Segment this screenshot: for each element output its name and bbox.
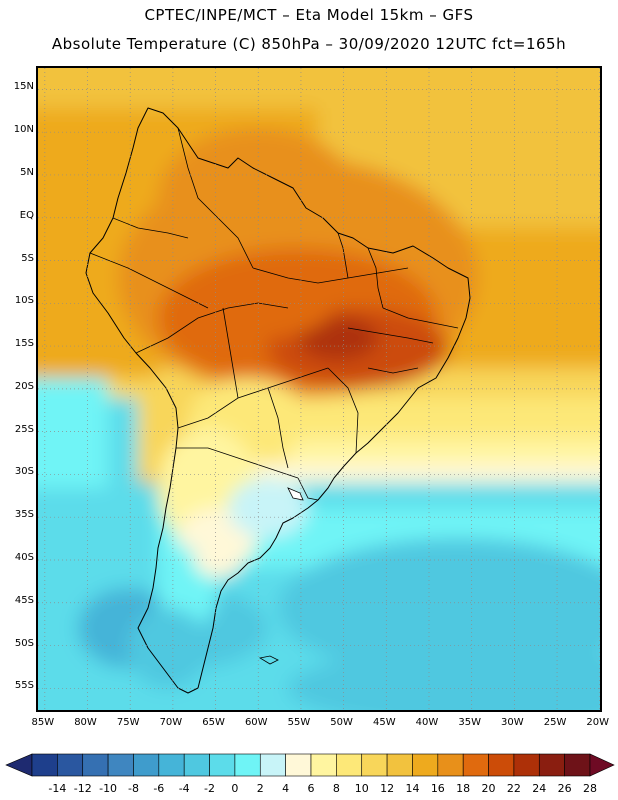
lat-tick-label: 55S xyxy=(14,680,34,692)
lon-tick-label: 55W xyxy=(287,717,311,728)
lon-tick-label: 75W xyxy=(116,717,140,728)
colorbar-tick-label: -10 xyxy=(99,782,118,795)
map-title-line2: Absolute Temperature (C) 850hPa – 30/09/… xyxy=(51,35,567,53)
colorbar-tick-label: 26 xyxy=(557,782,572,795)
rio-de-la-plata xyxy=(287,487,304,501)
colorbar-tick-label: -14 xyxy=(48,782,67,795)
colorbar-swatch xyxy=(209,753,236,777)
lat-tick-label: 45S xyxy=(14,594,34,606)
colorbar-swatch xyxy=(107,753,134,777)
colorbar-tick-label: 10 xyxy=(354,782,369,795)
lon-tick-label: 30W xyxy=(501,717,524,728)
colorbar-swatch xyxy=(310,753,337,777)
colorbar-tick-label: 16 xyxy=(430,782,445,795)
colorbar-tick-label: -6 xyxy=(153,782,165,795)
colorbar-swatch xyxy=(488,753,515,777)
colorbar-tick-label: 24 xyxy=(532,782,547,795)
temperature-map xyxy=(38,68,600,710)
colorbar-swatch xyxy=(259,753,286,777)
colorbar-tick-label: -8 xyxy=(127,782,139,795)
lat-tick-label: EQ xyxy=(19,209,34,221)
colorbar-swatch xyxy=(361,753,388,777)
colorbar-swatch xyxy=(183,753,210,777)
colorbar-swatch xyxy=(158,753,185,777)
colorbar-swatch xyxy=(57,753,84,777)
lon-tick-label: 85W xyxy=(31,717,55,728)
lon-tick-label: 50W xyxy=(330,717,353,728)
lat-tick-label: 35S xyxy=(14,509,34,521)
lon-tick-label: 45W xyxy=(372,717,396,728)
colorbar-swatch xyxy=(437,753,464,777)
colorbar-swatch xyxy=(412,753,439,777)
colorbar-swatch xyxy=(336,753,363,777)
colorbar-tick-label: -4 xyxy=(178,782,190,795)
country-borders xyxy=(89,127,459,501)
lat-tick-label: 15N xyxy=(13,81,34,93)
colorbar-tick-label: -12 xyxy=(73,782,92,795)
lon-tick-label: 20W xyxy=(586,717,610,728)
colorbar-tick-label: -2 xyxy=(204,782,216,795)
colorbar-swatch xyxy=(31,753,58,777)
coastline xyxy=(85,107,471,694)
colorbar-tick-label: 18 xyxy=(456,782,471,795)
colorbar-swatch xyxy=(538,753,565,777)
lat-tick-label: 20S xyxy=(14,380,34,392)
lat-tick-label: 5S xyxy=(21,252,34,264)
colorbar-tick-label: 28 xyxy=(583,782,597,795)
colorbar-swatch xyxy=(285,753,312,777)
colorbar-swatch xyxy=(386,753,413,777)
map-title-line1: CPTEC/INPE/MCT – Eta Model 15km – GFS xyxy=(144,6,474,24)
colorbar-tick-label: 8 xyxy=(332,782,340,795)
lat-tick-label: 40S xyxy=(14,551,34,563)
lat-tick-label: 25S xyxy=(14,423,34,435)
colorbar-tick-label: 0 xyxy=(231,782,239,795)
lat-tick-label: 10S xyxy=(14,295,34,307)
colorbar-swatch xyxy=(462,753,489,777)
falkland-islands xyxy=(258,655,279,665)
colorbar-swatch xyxy=(513,753,540,777)
lat-tick-label: 30S xyxy=(14,466,34,478)
colorbar-tick-label: 14 xyxy=(405,782,420,795)
colorbar-tick-label: 22 xyxy=(506,782,521,795)
lon-tick-label: 25W xyxy=(543,717,567,728)
colorbar-swatch xyxy=(133,753,160,777)
lon-tick-label: 80W xyxy=(74,717,97,728)
colorbar-tick-label: 2 xyxy=(256,782,264,795)
colorbar-min-arrow xyxy=(5,753,33,777)
temperature-field xyxy=(38,68,600,710)
lat-tick-label: 50S xyxy=(14,637,34,649)
colorbar xyxy=(5,753,615,777)
colorbar-tick-label: 12 xyxy=(380,782,395,795)
colorbar-tick-label: 4 xyxy=(282,782,290,795)
lat-tick-label: 15S xyxy=(14,338,34,350)
colorbar-swatch xyxy=(564,753,591,777)
map-panel[interactable] xyxy=(36,66,602,712)
lon-tick-label: 65W xyxy=(202,717,225,728)
colorbar-tick-label: 6 xyxy=(307,782,315,795)
lon-tick-label: 40W xyxy=(415,717,439,728)
lon-tick-label: 70W xyxy=(159,717,183,728)
lon-tick-label: 60W xyxy=(244,717,268,728)
colorbar-swatch xyxy=(234,753,261,777)
lon-tick-label: 35W xyxy=(458,717,481,728)
colorbar-tick-label: 20 xyxy=(481,782,496,795)
lat-tick-label: 5N xyxy=(20,166,34,178)
colorbar-max-arrow xyxy=(589,753,615,777)
lat-tick-label: 10N xyxy=(13,124,34,136)
colorbar-swatch xyxy=(82,753,109,777)
